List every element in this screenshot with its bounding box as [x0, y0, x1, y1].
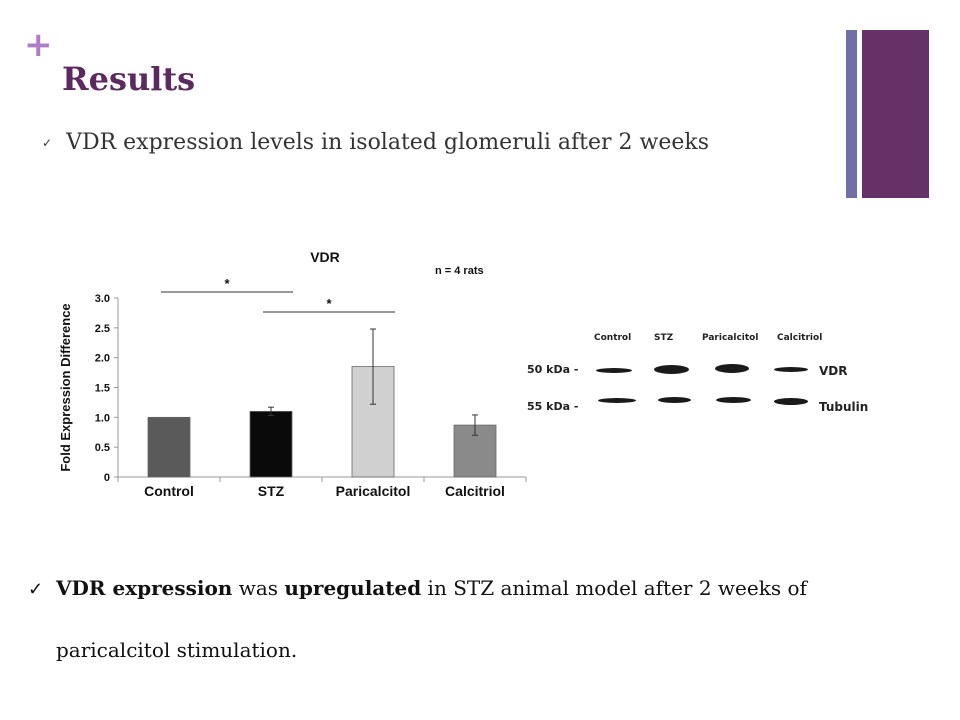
- blot-kda-label: 50 kDa -: [527, 363, 579, 376]
- conclusion-text: ✓ VDR expression was upregulated in STZ a…: [28, 558, 928, 680]
- bar-control: [147, 416, 191, 478]
- blot-band: [715, 364, 749, 373]
- conclusion-text-segment: in STZ animal model after 2 weeks of: [421, 576, 807, 600]
- significance-label: *: [224, 276, 230, 291]
- y-tick-label: 2.0: [95, 353, 110, 365]
- blot-band: [716, 397, 751, 403]
- y-tick-label: 0: [104, 472, 110, 484]
- blot-kda-label: 55 kDa -: [527, 400, 579, 413]
- conclusion-emphasis: upregulated: [284, 576, 422, 600]
- blot-lane-label: Paricalcitol: [702, 333, 759, 343]
- conclusion-emphasis: VDR expression: [56, 576, 233, 600]
- checkmark-icon: ✓: [28, 579, 44, 600]
- conclusion-line-1: ✓ VDR expression was upregulated in STZ a…: [28, 558, 928, 620]
- blot-band: [774, 398, 808, 405]
- blot-lane-label: STZ: [654, 333, 674, 343]
- bar-stz: [249, 410, 293, 478]
- vdr-bar-chart: VDR n = 4 rats Fold Expression Difference 0…: [58, 249, 527, 499]
- significance-label: *: [326, 296, 332, 311]
- y-tick-label: 0.5: [95, 442, 110, 454]
- accent-bar-thick: [862, 30, 929, 198]
- blot-band: [658, 397, 691, 403]
- x-tick-label: STZ: [258, 483, 285, 499]
- checkmark-icon: ✓: [42, 136, 53, 150]
- blot-protein-label: Tubulin: [819, 400, 869, 414]
- y-axis-label: Fold Expression Difference: [58, 303, 73, 471]
- blot-band: [598, 398, 636, 403]
- y-tick-label: 3.0: [95, 293, 110, 305]
- chart-annotation: n = 4 rats: [435, 265, 484, 277]
- chart-title: VDR: [310, 249, 340, 265]
- blot-band: [654, 365, 689, 374]
- x-tick-label: Calcitriol: [445, 483, 505, 499]
- blot-band: [596, 368, 632, 373]
- blot-lane-label: Control: [594, 333, 632, 343]
- bullet-vdr-levels: ✓ VDR expression levels in isolated glome…: [42, 130, 709, 155]
- slide-title: Results: [62, 60, 196, 98]
- conclusion-text-segment: was: [232, 576, 285, 600]
- y-tick-label: 2.5: [95, 323, 110, 335]
- y-tick-label: 1.5: [95, 383, 110, 395]
- conclusion-line-2: paricalcitol stimulation.: [56, 638, 298, 662]
- y-tick-label: 1.0: [95, 412, 110, 424]
- blot-protein-label: VDR: [819, 364, 848, 378]
- plus-icon: +: [24, 25, 53, 65]
- x-tick-label: Paricalcitol: [336, 483, 411, 499]
- accent-bar-thin: [846, 30, 857, 198]
- blot-band: [774, 367, 808, 372]
- blot-lane-label: Calcitriol: [777, 333, 823, 343]
- x-tick-label: Control: [144, 483, 194, 499]
- bullet-text: VDR expression levels in isolated glomer…: [66, 130, 710, 155]
